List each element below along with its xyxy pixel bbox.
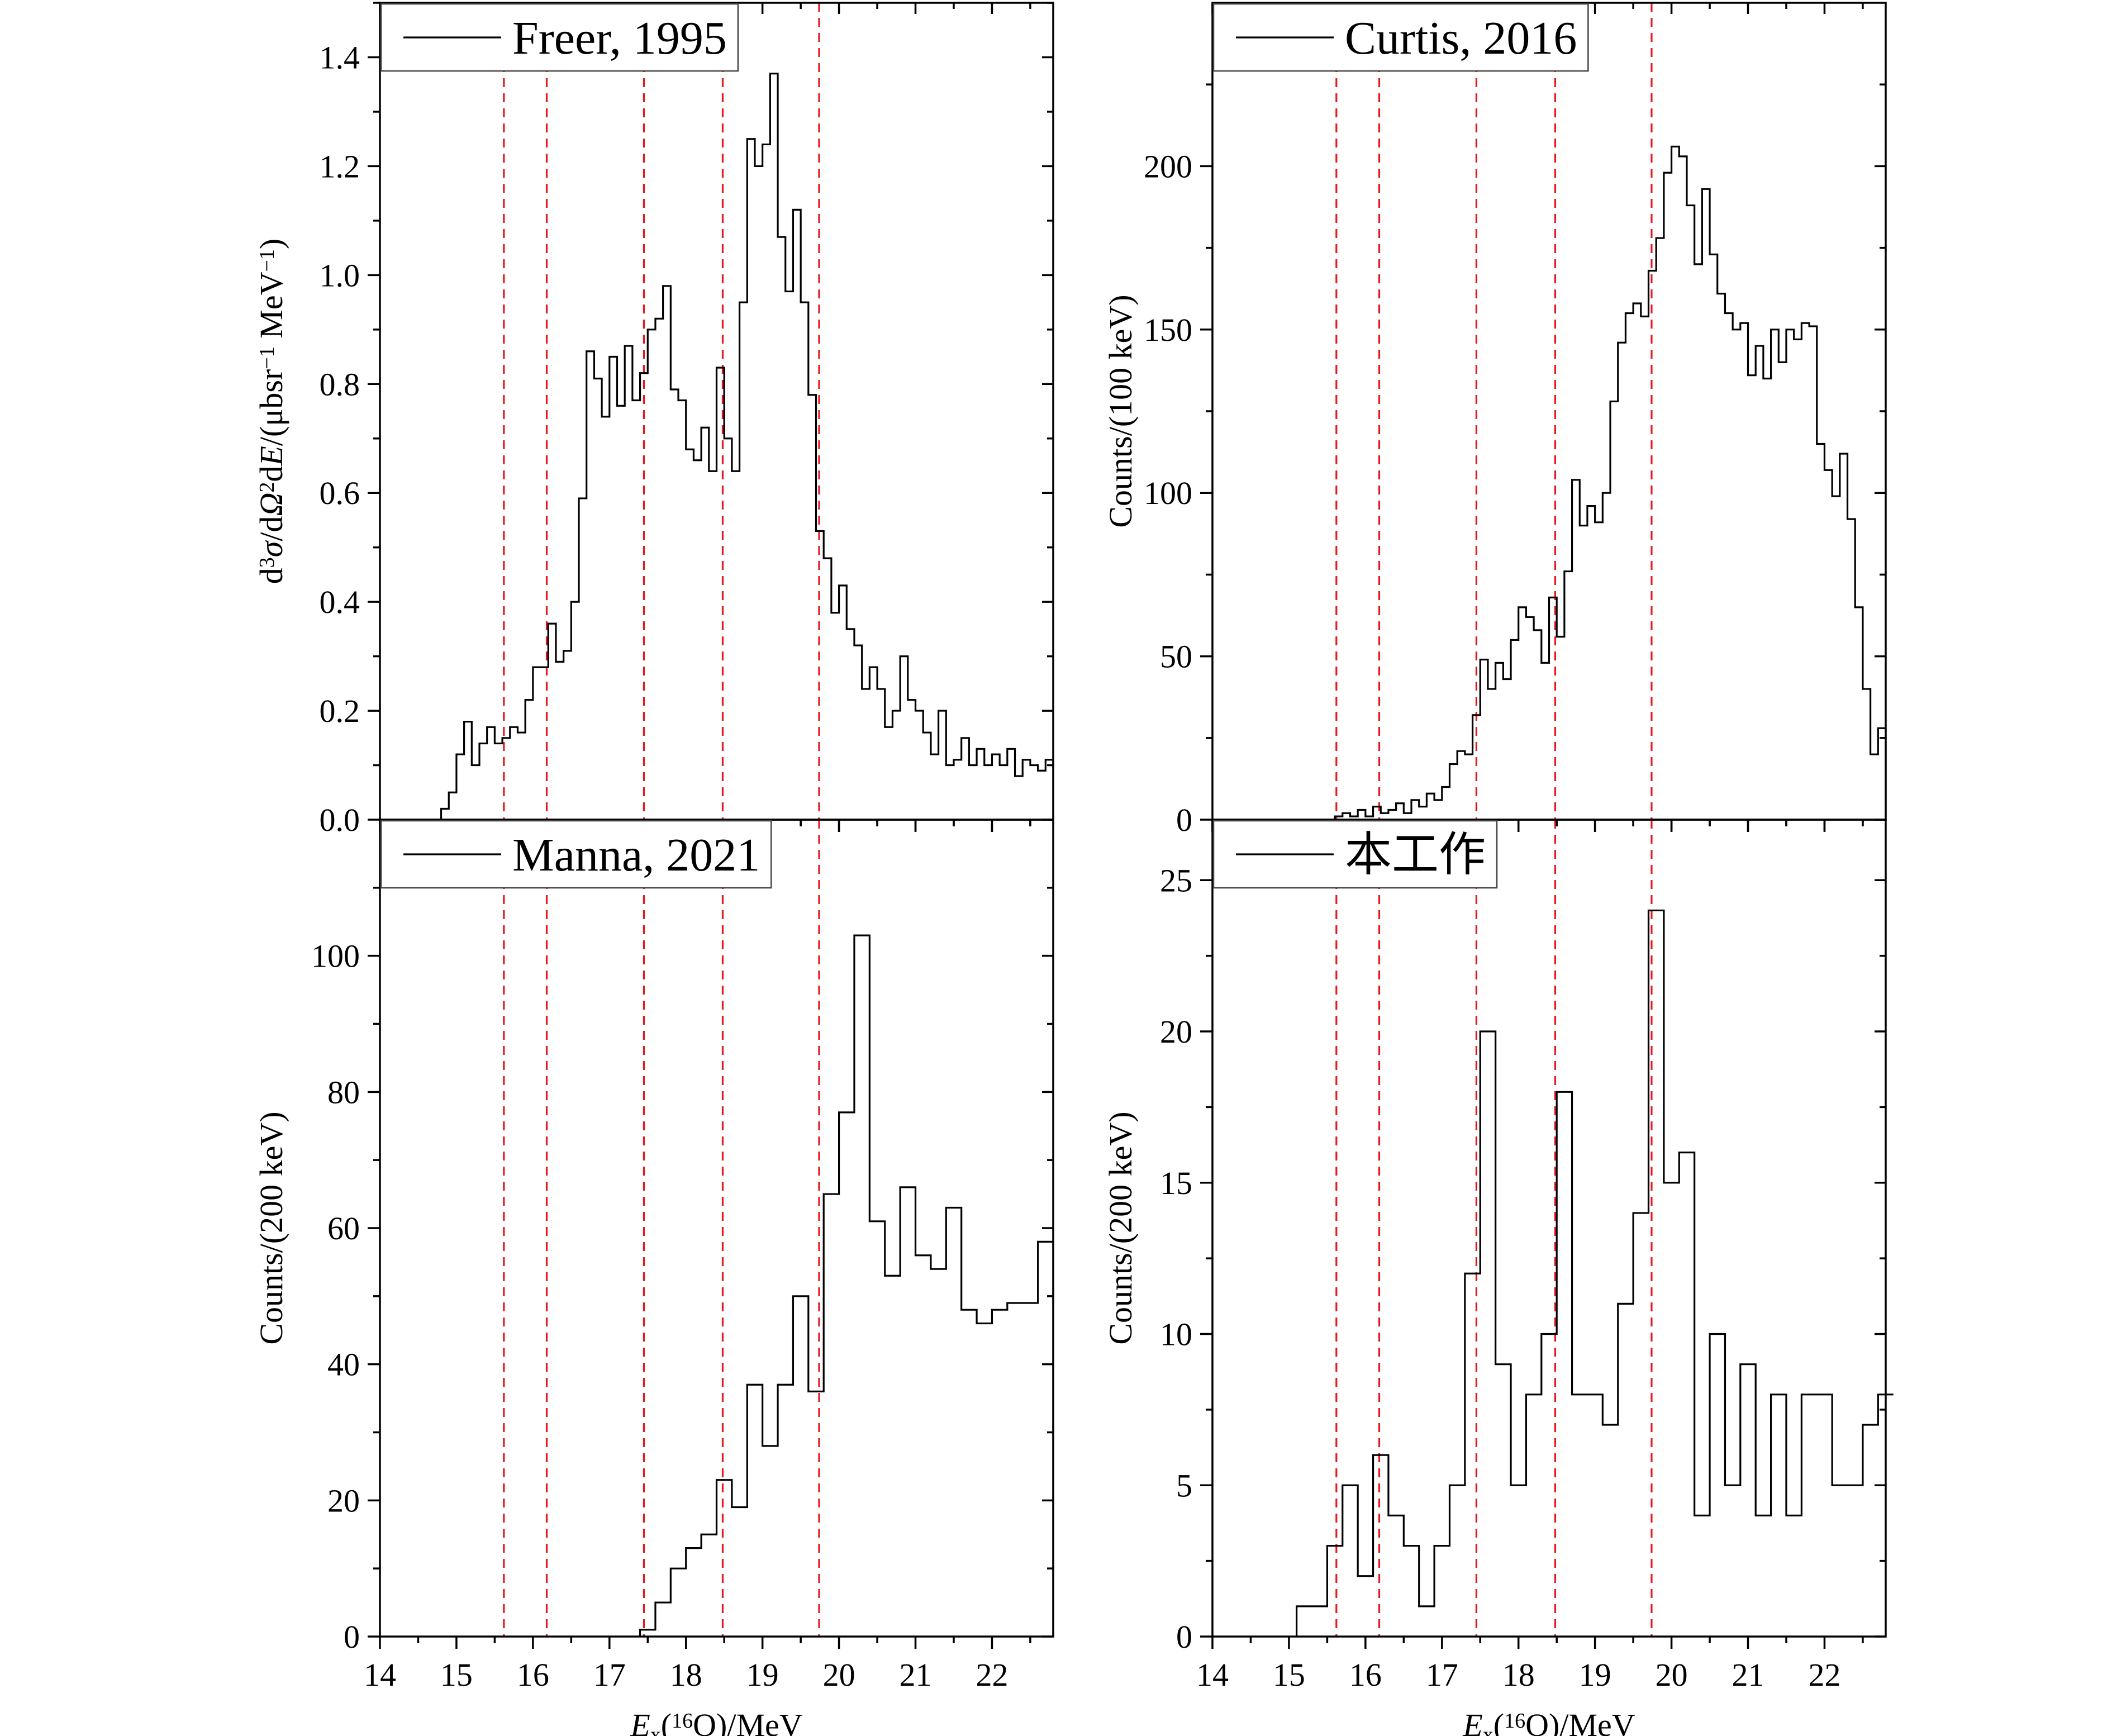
y-tick-label: 0: [1176, 802, 1192, 838]
legend-label: Curtis, 2016: [1345, 12, 1577, 64]
panels: 0.0 0.2 0.4 0.6 0.8 1.0 1.2 1.4 d3σ/dΩ2dE/(μbsr−…: [253, 2, 1894, 1736]
legend: Freer, 1995: [380, 3, 739, 72]
y-tick-label: 0.6: [320, 475, 360, 511]
y-axis-label: Counts/(200 keV): [253, 1111, 289, 1344]
x-tick-label: 18: [670, 1657, 702, 1693]
panel-4: 14 15 16 17 18 19 20 21 22 0 5 10 15 20 25 Counts/(200 …: [1102, 819, 1894, 1736]
panel-1: 0.0 0.2 0.4 0.6 0.8 1.0 1.2 1.4 d3σ/dΩ2dE/(μbsr−…: [253, 2, 1054, 838]
y-tick-label: 0: [344, 1619, 360, 1655]
y-axis-label: d3σ/dΩ2dE/(μbsr−1 MeV−1): [253, 239, 289, 584]
legend-label: Freer, 1995: [512, 12, 727, 64]
x-tick-label: 16: [1349, 1657, 1382, 1693]
x-tick-label: 19: [1579, 1657, 1611, 1693]
x-tick-label: 17: [1426, 1657, 1458, 1693]
x-tick-label: 15: [440, 1657, 473, 1693]
histogram-series: [1296, 909, 1894, 1637]
histogram-series: [433, 73, 1054, 821]
histogram-series: [1334, 145, 1887, 820]
x-axis-label: Ex(16O)/MeV: [630, 1707, 802, 1736]
y-tick-label: 0: [1176, 1619, 1192, 1655]
x-tick-label: 20: [823, 1657, 855, 1693]
y-tick-label: 20: [1160, 1014, 1192, 1050]
y-tick-label: 100: [311, 938, 360, 974]
x-tick-label: 18: [1502, 1657, 1535, 1693]
x-tick-label: 19: [746, 1657, 779, 1693]
y-tick-label: 50: [1160, 639, 1192, 675]
panel-3: 14 15 16 17 18 19 20 21 22 0 20 40 60 80 100 Counts/(20…: [253, 819, 1054, 1736]
legend-label: Manna, 2021: [512, 829, 760, 881]
y-tick-label: 1.4: [320, 39, 360, 75]
y-tick-label: 40: [327, 1347, 360, 1383]
y-tick-label: 100: [1144, 475, 1192, 511]
x-tick-label: 17: [593, 1657, 626, 1693]
y-tick-label: 25: [1160, 862, 1192, 898]
plot-frame: [1211, 2, 1887, 821]
y-tick-label: 10: [1160, 1316, 1192, 1353]
y-tick-label: 200: [1144, 148, 1192, 184]
y-tick-label: 0.2: [320, 693, 360, 729]
y-tick-label: 5: [1176, 1467, 1192, 1504]
x-tick-label: 22: [976, 1657, 1008, 1693]
y-tick-label: 60: [327, 1210, 360, 1247]
y-tick-label: 15: [1160, 1165, 1192, 1201]
y-tick-label: 0.4: [320, 584, 360, 620]
y-tick-label: 1.0: [320, 257, 360, 293]
x-tick-label: 14: [1196, 1657, 1229, 1693]
legend: Manna, 2021: [380, 820, 772, 889]
x-tick-label: 21: [1732, 1657, 1764, 1693]
y-tick-label: 150: [1144, 312, 1192, 348]
y-tick-label: 0.8: [320, 366, 360, 402]
plot-frame: [1211, 819, 1887, 1638]
legend: 本工作: [1212, 820, 1498, 889]
y-tick-label: 20: [327, 1482, 360, 1519]
y-tick-label: 1.2: [320, 148, 360, 184]
x-tick-label: 16: [517, 1657, 549, 1693]
x-tick-label: 15: [1273, 1657, 1305, 1693]
y-axis-label: Counts/(200 keV): [1102, 1111, 1139, 1344]
y-axis-label: Counts/(100 keV): [1102, 294, 1139, 527]
y-tick-label: 0.0: [320, 802, 360, 838]
x-tick-label: 22: [1808, 1657, 1840, 1693]
x-axis-label: Ex(16O)/MeV: [1462, 1707, 1635, 1736]
y-tick-label: 80: [327, 1074, 360, 1110]
histogram-series: [639, 934, 1054, 1637]
panel-2: 0 50 100 150 200 Counts/(100 keV) Curtis, 2016: [1102, 2, 1887, 838]
legend-label: 本工作: [1345, 829, 1486, 881]
legend: Curtis, 2016: [1212, 3, 1589, 72]
x-tick-label: 21: [900, 1657, 932, 1693]
x-tick-label: 14: [364, 1657, 396, 1693]
x-tick-label: 20: [1656, 1657, 1688, 1693]
